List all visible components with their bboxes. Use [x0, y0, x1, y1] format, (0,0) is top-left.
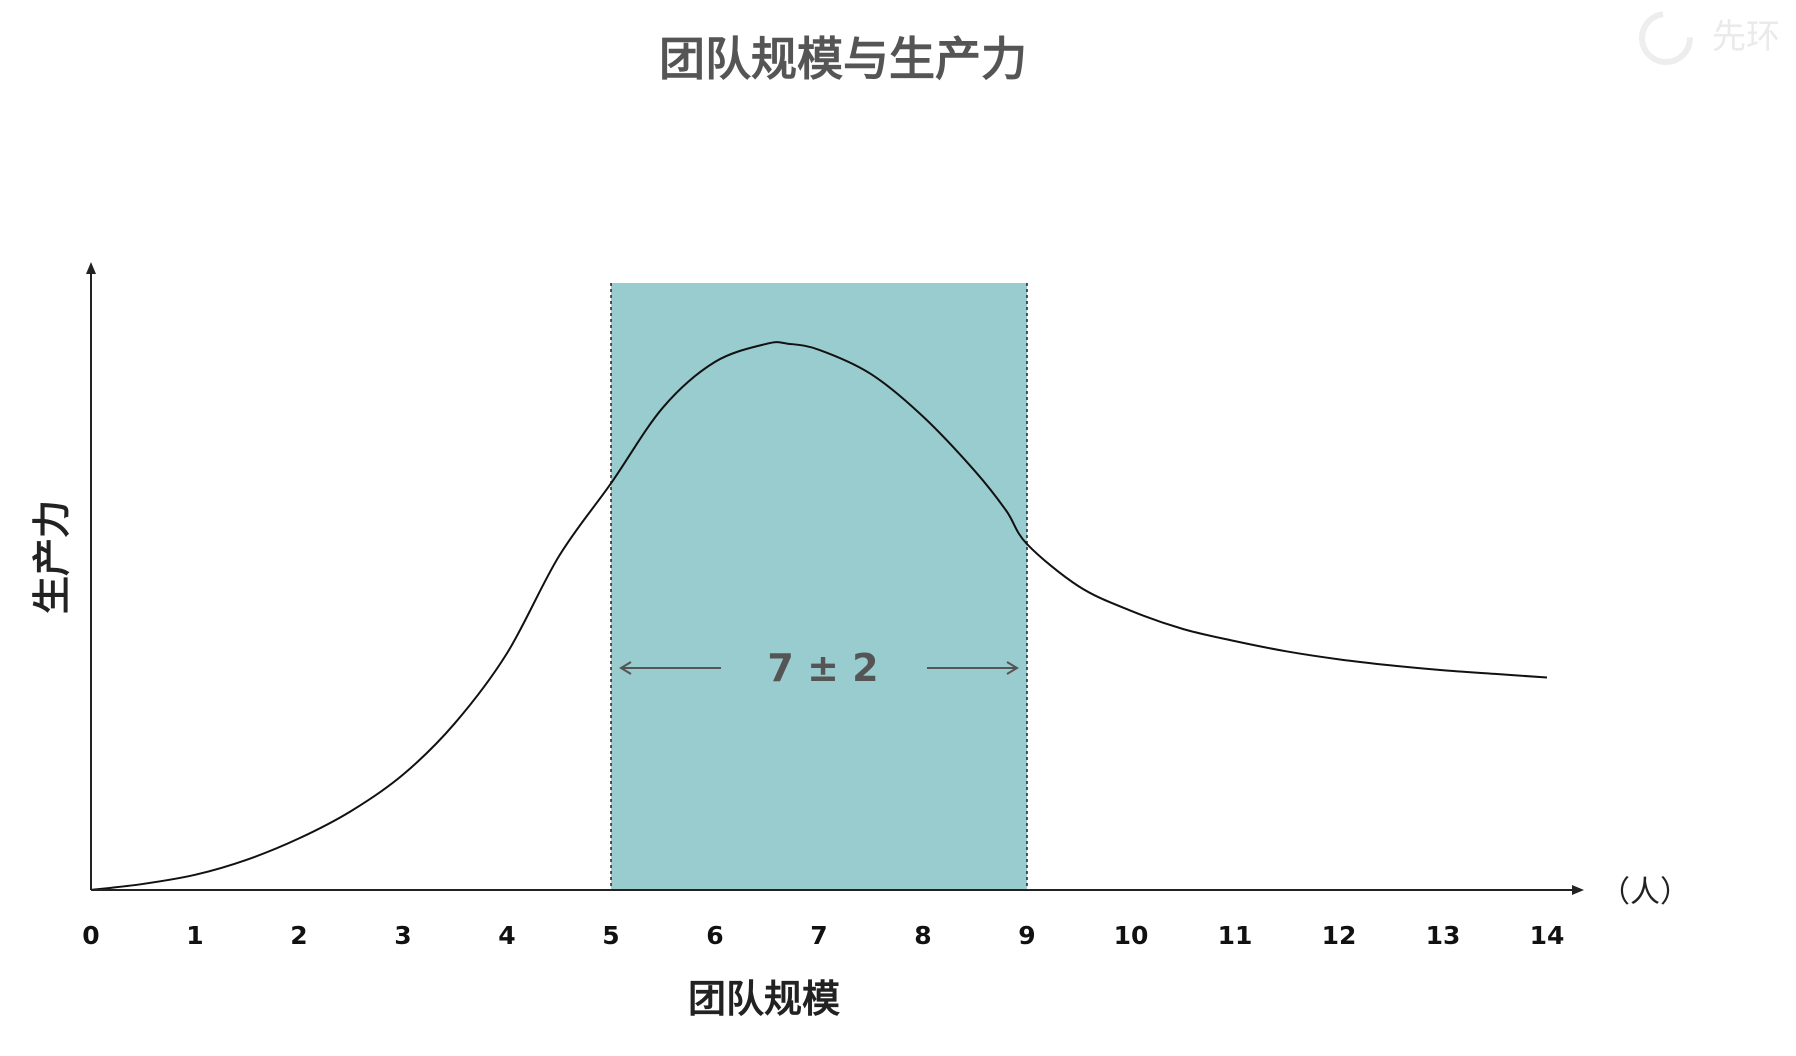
highlight-band [611, 283, 1027, 890]
x-tick-labels: 0 1 2 3 4 5 6 7 8 9 10 11 12 13 14 [82, 921, 1564, 950]
curve-group [90, 341, 1548, 891]
x-tick-label: 9 [1018, 921, 1035, 950]
x-unit-label: （人） [1600, 875, 1690, 910]
highlight-band-group [610, 283, 1028, 890]
x-tick-label: 8 [914, 921, 931, 950]
annotation-arrowhead-right [1006, 661, 1019, 675]
watermark-logo: 先环 [1639, 11, 1780, 65]
x-tick-label: 4 [498, 921, 515, 950]
productivity-curve [90, 341, 1548, 891]
y-axis-label: 生产力 [30, 500, 74, 614]
x-tick-label: 6 [706, 921, 723, 950]
x-tick-label: 3 [394, 921, 411, 950]
x-tick-label: 12 [1322, 921, 1357, 950]
x-tick-label: 7 [810, 921, 827, 950]
x-tick-label: 0 [82, 921, 99, 950]
x-tick-label: 1 [186, 921, 203, 950]
x-tick-label: 13 [1426, 921, 1461, 950]
axes-group [86, 262, 1584, 895]
x-axis-arrowhead [1572, 885, 1584, 895]
x-tick-label: 10 [1114, 921, 1149, 950]
x-tick-label: 5 [602, 921, 619, 950]
watermark-logo-ring [1639, 11, 1693, 65]
x-tick-label: 11 [1218, 921, 1253, 950]
annotation-group: 7 ± 2 [619, 646, 1019, 690]
chart-title: 团队规模与生产力 [659, 32, 1027, 86]
x-tick-label: 2 [290, 921, 307, 950]
y-axis-arrowhead [86, 262, 96, 274]
x-tick-label: 14 [1530, 921, 1565, 950]
x-axis-label: 团队规模 [688, 977, 840, 1021]
watermark-text: 先环 [1712, 17, 1780, 57]
annotation-arrowhead-left [619, 661, 632, 675]
annotation-label: 7 ± 2 [767, 646, 878, 690]
